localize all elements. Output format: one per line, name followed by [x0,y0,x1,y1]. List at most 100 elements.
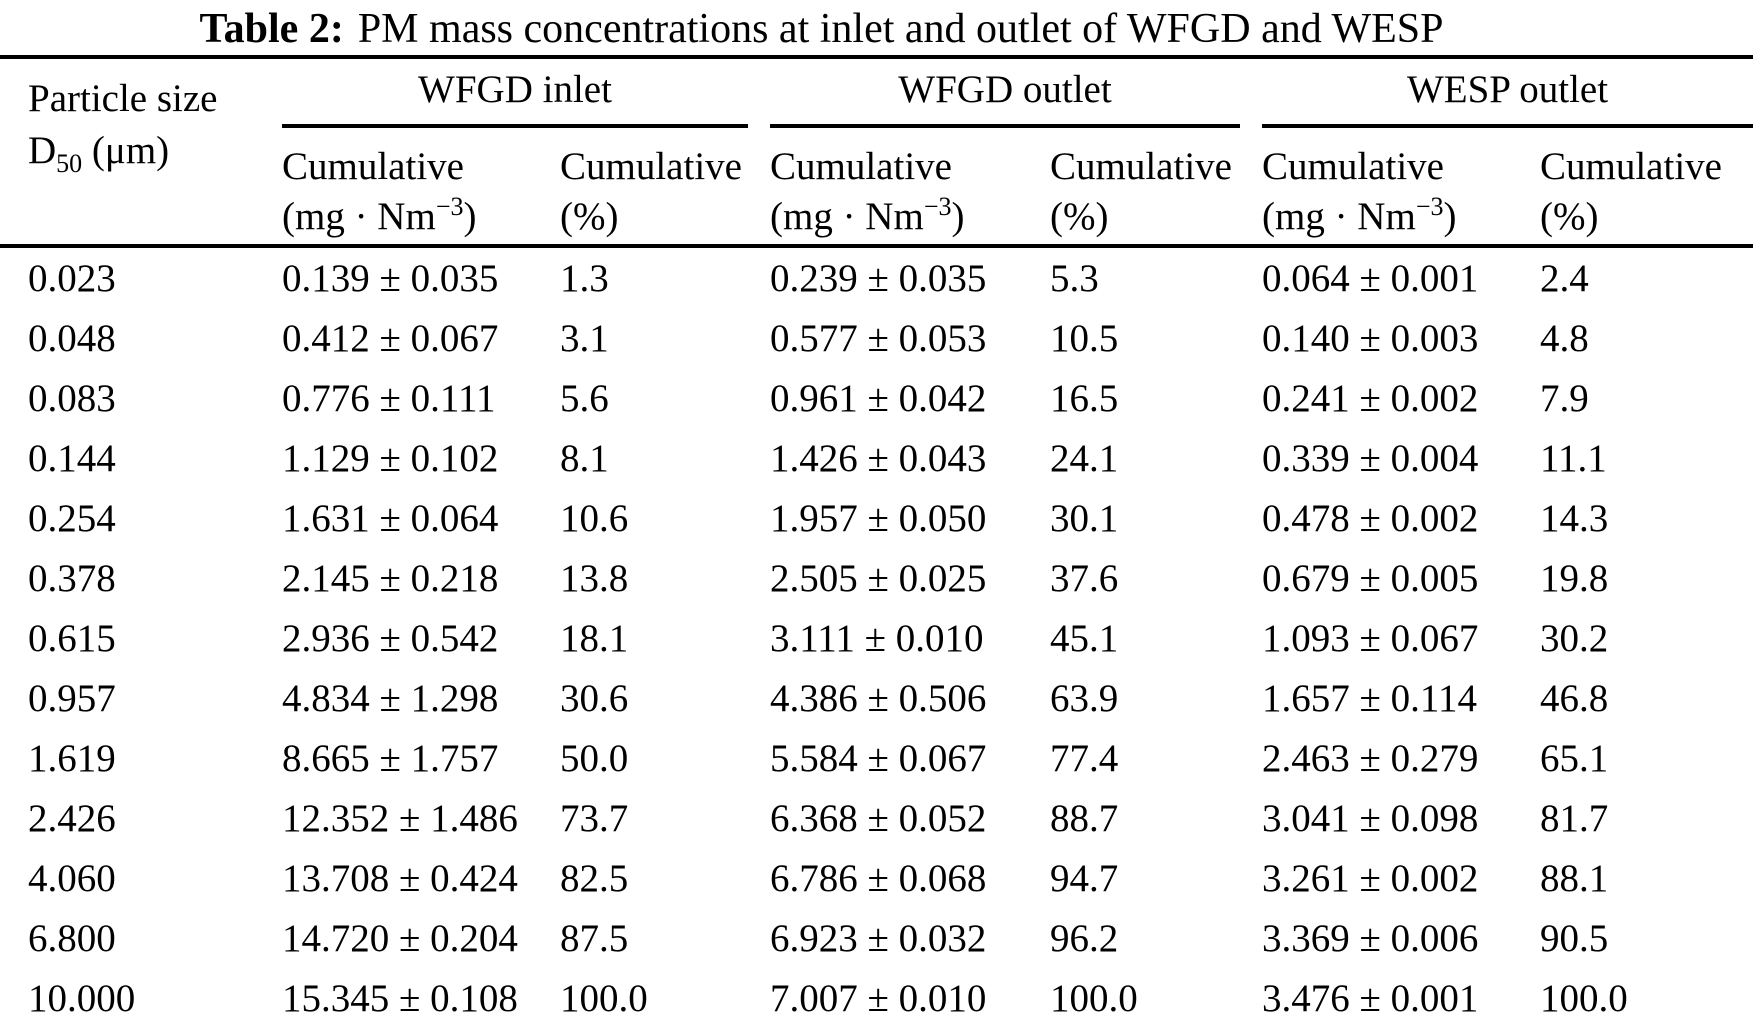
cell-wesp-outlet-mg: 3.261 ± 0.002 [1262,856,1479,900]
subheader-wfgd-outlet-mg: Cumulative (mg · Nm−3) [770,128,1050,248]
d50-subscript: 50 [56,148,83,178]
cell-particle-size: 0.615 [28,616,116,660]
cell-particle-size: 0.144 [28,436,116,480]
cell-wfgd-outlet-mg: 5.584 ± 0.067 [770,736,987,780]
unit-mg-label: (mg · Nm−3) [282,192,477,239]
cell-wfgd-inlet-pct: 82.5 [560,856,629,900]
cell-wesp-outlet-mg: 0.241 ± 0.002 [1262,376,1479,420]
cell-wesp-outlet-mg: 0.140 ± 0.003 [1262,316,1479,360]
d50-symbol: D [28,129,57,172]
cell-wesp-outlet-pct: 14.3 [1540,496,1609,540]
cell-wesp-outlet-pct: 65.1 [1540,736,1609,780]
cell-wesp-outlet-pct: 30.2 [1540,616,1609,660]
cell-particle-size: 0.254 [28,496,116,540]
cell-wfgd-inlet-pct: 10.6 [560,496,629,540]
cell-wfgd-inlet-mg: 2.145 ± 0.218 [282,556,499,600]
cell-wfgd-inlet-pct: 18.1 [560,616,629,660]
cell-wfgd-outlet-pct: 37.6 [1050,556,1119,600]
cell-wfgd-outlet-pct: 63.9 [1050,676,1119,720]
cell-wesp-outlet-mg: 3.041 ± 0.098 [1262,796,1479,840]
group-header-wfgd-outlet: WFGD outlet [770,57,1262,128]
cell-wfgd-outlet-pct: 88.7 [1050,796,1119,840]
table-caption-text: PM mass concentrations at inlet and outl… [357,6,1444,52]
table-row: 10.000 15.345 ± 0.108 100.0 7.007 ± 0.01… [0,968,1753,1017]
group-header-wfgd-inlet: WFGD inlet [282,57,770,128]
cell-wfgd-inlet-mg: 12.352 ± 1.486 [282,796,518,840]
unit-pct-label: (%) [1050,195,1109,238]
cell-wfgd-outlet-mg: 0.961 ± 0.042 [770,376,987,420]
cell-wesp-outlet-mg: 2.463 ± 0.279 [1262,736,1479,780]
cell-wfgd-inlet-pct: 73.7 [560,796,629,840]
cell-wfgd-outlet-pct: 96.2 [1050,916,1119,960]
table-row: 0.048 0.412 ± 0.067 3.1 0.577 ± 0.053 10… [0,308,1753,368]
cell-particle-size: 10.000 [28,976,136,1017]
unit-pct-label: (%) [1540,195,1599,238]
particle-size-line1: Particle size [28,77,218,120]
cell-wesp-outlet-pct: 2.4 [1540,256,1589,300]
cell-wfgd-outlet-mg: 0.239 ± 0.035 [770,256,987,300]
table-row: 2.426 12.352 ± 1.486 73.7 6.368 ± 0.052 … [0,788,1753,848]
cell-particle-size: 4.060 [28,856,116,900]
cell-wfgd-outlet-mg: 6.368 ± 0.052 [770,796,987,840]
cell-wfgd-inlet-mg: 4.834 ± 1.298 [282,676,499,720]
table-row: 0.615 2.936 ± 0.542 18.1 3.111 ± 0.010 4… [0,608,1753,668]
cell-wesp-outlet-mg: 0.064 ± 0.001 [1262,256,1479,300]
cell-wesp-outlet-pct: 46.8 [1540,676,1609,720]
cell-wesp-outlet-pct: 100.0 [1540,976,1628,1017]
d50-unit: (μm) [82,129,170,172]
cell-wesp-outlet-mg: 3.369 ± 0.006 [1262,916,1479,960]
table-row: 0.144 1.129 ± 0.102 8.1 1.426 ± 0.043 24… [0,428,1753,488]
cell-particle-size: 0.378 [28,556,116,600]
cell-wfgd-inlet-pct: 100.0 [560,976,648,1017]
table-row: 1.619 8.665 ± 1.757 50.0 5.584 ± 0.067 7… [0,728,1753,788]
cell-wfgd-outlet-pct: 10.5 [1050,316,1119,360]
cell-wfgd-outlet-pct: 24.1 [1050,436,1119,480]
table-caption: Table 2: PM mass concentrations at inlet … [0,0,1753,55]
cell-wfgd-inlet-pct: 1.3 [560,256,609,300]
particle-size-line2: D50 (μm) [28,125,282,177]
column-header-particle-size: Particle size D50 (μm) [0,57,282,248]
cell-particle-size: 0.957 [28,676,116,720]
cell-wfgd-inlet-mg: 0.412 ± 0.067 [282,316,499,360]
cell-wfgd-inlet-mg: 0.776 ± 0.111 [282,376,496,420]
cell-wfgd-outlet-pct: 100.0 [1050,976,1138,1017]
cell-wfgd-outlet-mg: 1.426 ± 0.043 [770,436,987,480]
table-row: 4.060 13.708 ± 0.424 82.5 6.786 ± 0.068 … [0,848,1753,908]
cell-wfgd-outlet-pct: 16.5 [1050,376,1119,420]
cell-wesp-outlet-pct: 81.7 [1540,796,1609,840]
cell-wfgd-inlet-pct: 3.1 [560,316,609,360]
cell-wfgd-inlet-pct: 13.8 [560,556,629,600]
cell-wfgd-outlet-pct: 30.1 [1050,496,1119,540]
cell-wesp-outlet-pct: 11.1 [1540,436,1607,480]
cell-wfgd-inlet-mg: 8.665 ± 1.757 [282,736,499,780]
table-caption-label: Table 2: [199,6,344,52]
cell-wesp-outlet-mg: 1.093 ± 0.067 [1262,616,1479,660]
cell-wfgd-outlet-mg: 4.386 ± 0.506 [770,676,987,720]
cumulative-label: Cumulative [282,145,464,188]
cell-wesp-outlet-mg: 3.476 ± 0.001 [1262,976,1479,1017]
cell-wfgd-outlet-mg: 2.505 ± 0.025 [770,556,987,600]
subheader-wesp-outlet-mg: Cumulative (mg · Nm−3) [1262,128,1540,248]
table-row: 0.957 4.834 ± 1.298 30.6 4.386 ± 0.506 6… [0,668,1753,728]
cell-wesp-outlet-mg: 0.679 ± 0.005 [1262,556,1479,600]
cell-wesp-outlet-pct: 7.9 [1540,376,1589,420]
cell-wfgd-outlet-mg: 6.923 ± 0.032 [770,916,987,960]
cell-wfgd-inlet-mg: 13.708 ± 0.424 [282,856,518,900]
table-row: 0.023 0.139 ± 0.035 1.3 0.239 ± 0.035 5.… [0,246,1753,308]
cumulative-label: Cumulative [560,145,742,188]
cell-wfgd-inlet-mg: 1.129 ± 0.102 [282,436,499,480]
pm-concentration-table: Particle size D50 (μm) WFGD inlet WFGD o… [0,55,1753,1017]
cell-wfgd-inlet-mg: 0.139 ± 0.035 [282,256,499,300]
unit-mg-label: (mg · Nm−3) [1262,192,1457,239]
cell-wfgd-outlet-mg: 7.007 ± 0.010 [770,976,987,1017]
table-row: 0.083 0.776 ± 0.111 5.6 0.961 ± 0.042 16… [0,368,1753,428]
unit-mg-label: (mg · Nm−3) [770,192,965,239]
cumulative-label: Cumulative [1050,145,1232,188]
cell-wesp-outlet-pct: 4.8 [1540,316,1589,360]
cell-wesp-outlet-pct: 90.5 [1540,916,1609,960]
cell-wesp-outlet-pct: 19.8 [1540,556,1609,600]
cell-wfgd-outlet-mg: 0.577 ± 0.053 [770,316,987,360]
cell-wfgd-inlet-pct: 5.6 [560,376,609,420]
subheader-wfgd-inlet-mg: Cumulative (mg · Nm−3) [282,128,560,248]
